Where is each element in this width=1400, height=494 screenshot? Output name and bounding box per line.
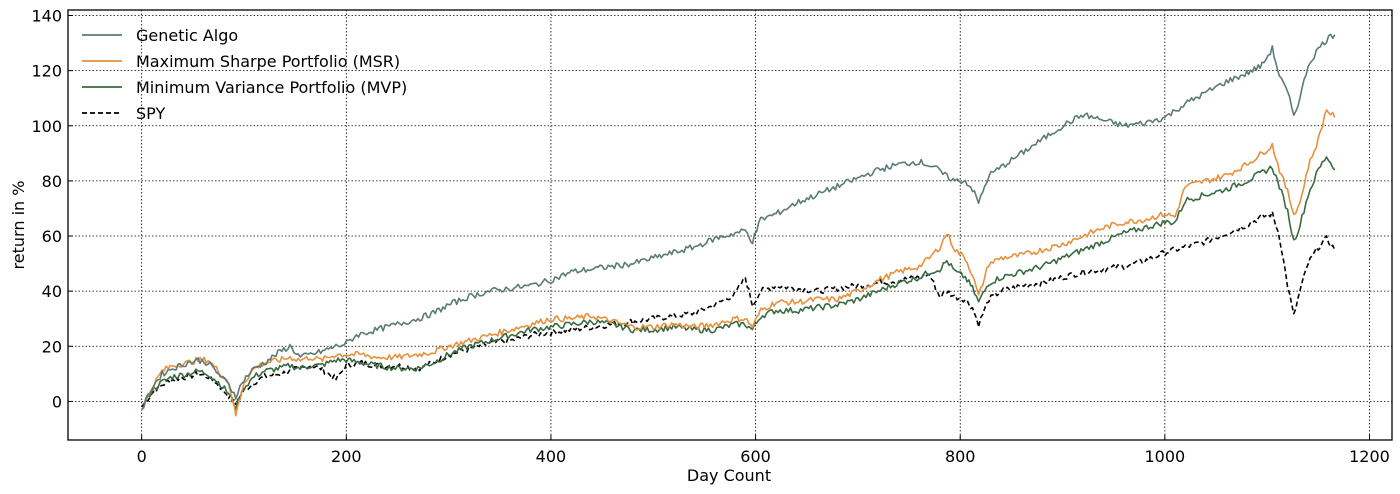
series-layer: [141, 33, 1336, 417]
axis-ticks: 0 200 400 600 800 1000 1200 0 20 40 60 80 100 120 140: [31, 7, 1389, 466]
legend-label: Maximum Sharpe Portfolio (MSR): [136, 52, 400, 71]
series-line-genetic-algo: [141, 33, 1336, 411]
y-tick-label: 60: [42, 227, 62, 246]
series-line-maximum-sharpe-portfolio-msr: [141, 109, 1336, 417]
y-tick-label: 0: [52, 392, 62, 411]
y-axis-label: return in %: [9, 181, 28, 270]
x-axis-label: Day Count: [687, 466, 771, 485]
y-tick-label: 140: [31, 7, 62, 26]
y-tick-label: 20: [42, 337, 62, 356]
series-line-spy: [141, 210, 1336, 408]
x-tick-label: 0: [137, 447, 147, 466]
x-tick-label: 800: [945, 447, 976, 466]
legend-label: SPY: [136, 104, 165, 123]
legend: Genetic Algo Maximum Sharpe Portfolio (MS…: [82, 26, 407, 123]
y-tick-label: 40: [42, 282, 62, 301]
x-tick-label: 600: [740, 447, 771, 466]
y-tick-label: 120: [31, 62, 62, 81]
x-tick-label: 400: [536, 447, 567, 466]
x-tick-label: 200: [331, 447, 362, 466]
y-tick-label: 80: [42, 172, 62, 191]
x-tick-label: 1200: [1349, 447, 1390, 466]
plot-frame: [67, 9, 1393, 441]
legend-label: Genetic Algo: [136, 26, 238, 45]
plot-background: [68, 10, 1392, 440]
series-line-minimum-variance-portfolio-mvp: [141, 156, 1336, 411]
y-tick-label: 100: [31, 117, 62, 136]
grid-lines: [68, 10, 1392, 440]
legend-label: Minimum Variance Portfolio (MVP): [136, 78, 407, 97]
x-tick-label: 1000: [1144, 447, 1185, 466]
